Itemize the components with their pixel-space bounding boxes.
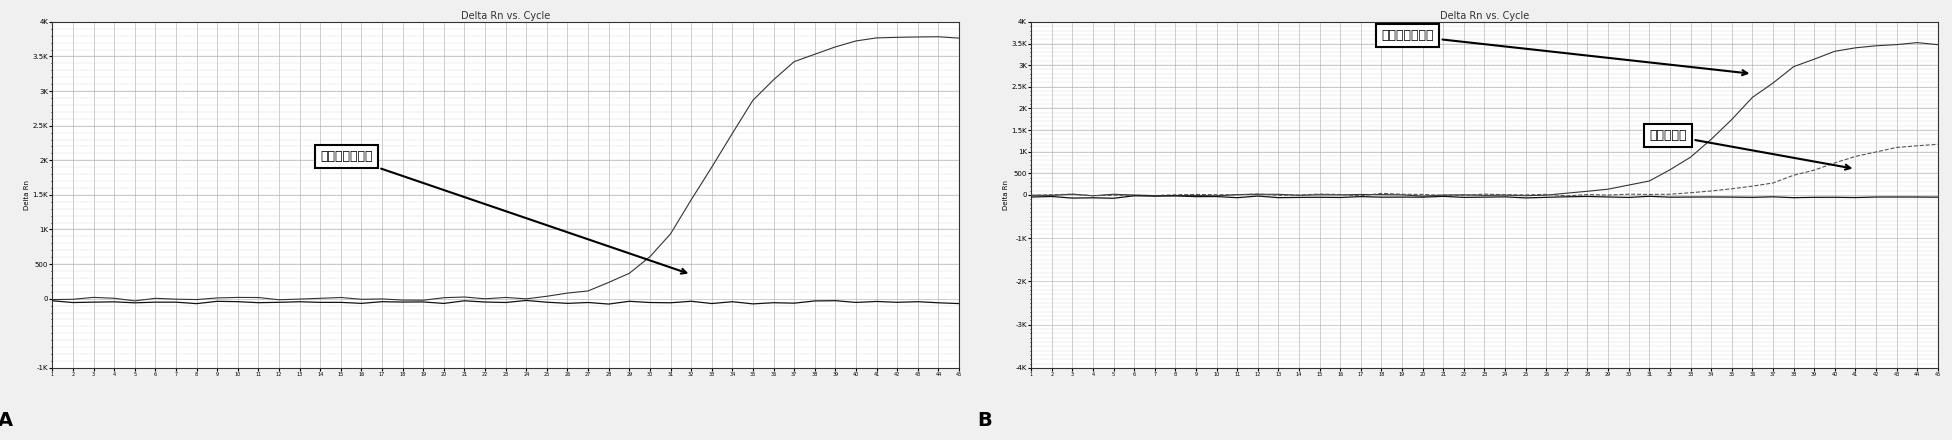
Text: 敏感株阳性对照: 敏感株阳性对照 [320, 150, 687, 274]
Text: B: B [976, 411, 992, 430]
Text: 临床敏感株: 临床敏感株 [1649, 128, 1850, 169]
Title: Delta Rn vs. Cycle: Delta Rn vs. Cycle [1441, 11, 1528, 21]
Title: Delta Rn vs. Cycle: Delta Rn vs. Cycle [461, 11, 550, 21]
Y-axis label: Delta Rn: Delta Rn [23, 180, 29, 210]
Text: 敏感株阳性对照: 敏感株阳性对照 [1382, 29, 1747, 75]
Text: A: A [0, 411, 14, 430]
Y-axis label: Delta Rn: Delta Rn [1003, 180, 1009, 210]
